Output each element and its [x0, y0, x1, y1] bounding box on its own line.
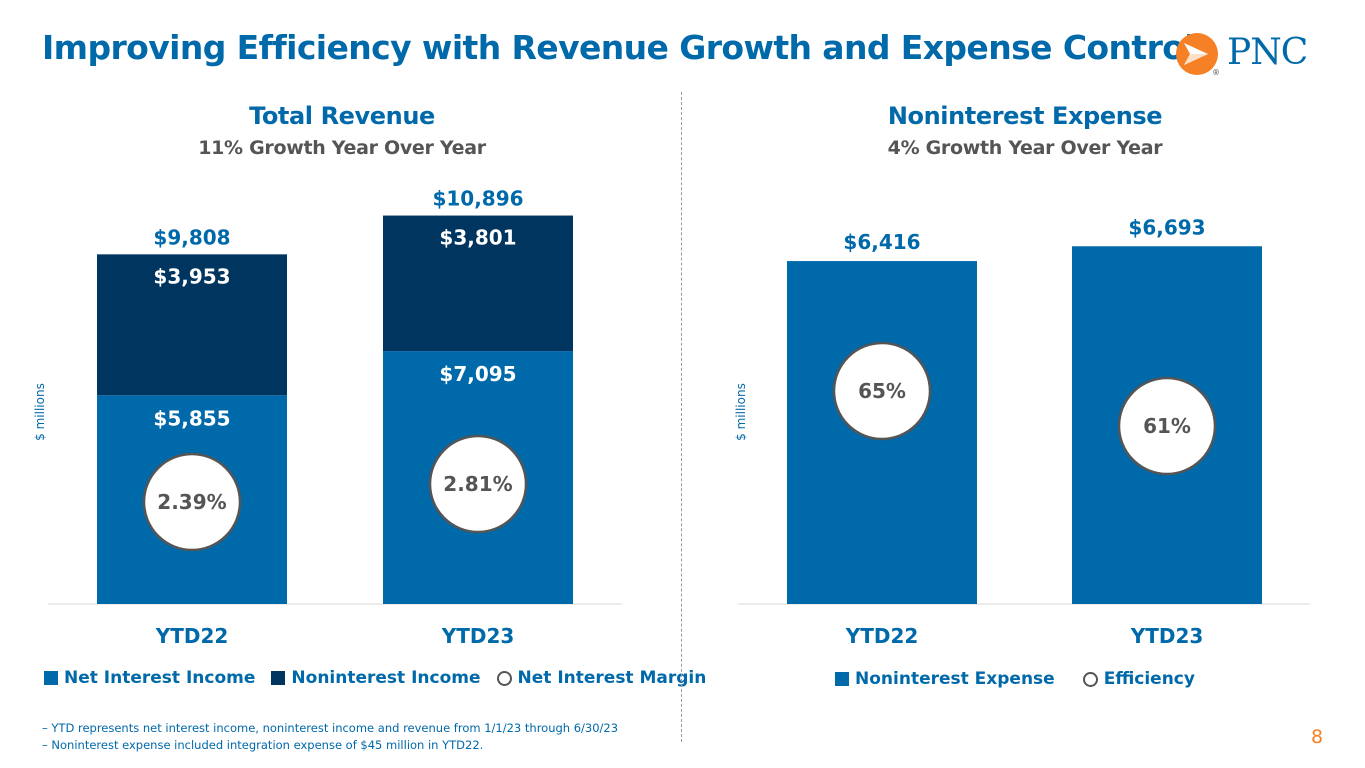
- pnc-logo: ® PNC: [1175, 30, 1330, 78]
- net-interest-income-label: $7,095: [439, 362, 516, 386]
- x-tick-label: YTD23: [1130, 624, 1204, 648]
- legend-label: Noninterest Expense: [855, 669, 1055, 689]
- net-interest-income-label: $5,855: [153, 406, 230, 430]
- y-axis-label: $ millions: [33, 383, 47, 441]
- legend-label: Efficiency: [1103, 669, 1195, 689]
- efficiency-label: 61%: [1143, 414, 1191, 438]
- legend-noninterest-expense: Noninterest Expense: [835, 669, 1055, 689]
- legend-label: Net Interest Margin: [517, 668, 707, 688]
- pnc-logo-icon: [1176, 33, 1218, 75]
- legend-net-interest-income: Net Interest Income: [44, 668, 255, 688]
- legend-circle-icon: [1082, 671, 1098, 687]
- legend-label: Net Interest Income: [64, 668, 256, 688]
- registered-mark: ®: [1212, 68, 1220, 77]
- bar-noninterest-income: [383, 215, 573, 352]
- legend-noninterest-income: Noninterest Income: [271, 668, 481, 688]
- legend-swatch-icon: [271, 671, 286, 685]
- value-label: $6,416: [843, 230, 920, 254]
- expense-chart-title: Noninterest Expense: [887, 102, 1163, 130]
- footnote: – YTD represents net interest income, no…: [42, 721, 619, 735]
- net-interest-margin-circle: [142, 452, 242, 552]
- total-label: $9,808: [153, 225, 230, 249]
- noninterest-income-label: $3,801: [439, 226, 516, 250]
- legend-swatch-icon: [44, 671, 58, 685]
- legend-efficiency: Efficiency: [1082, 669, 1195, 689]
- panel-divider: [681, 92, 682, 742]
- legend-circle-icon: [496, 670, 512, 686]
- net-interest-margin-label: 2.39%: [157, 490, 226, 514]
- x-tick-label: YTD23: [441, 624, 515, 648]
- value-label: $6,693: [1128, 215, 1205, 239]
- footnotes: – YTD represents net interest income, no…: [42, 720, 618, 754]
- efficiency-circle: [1117, 376, 1217, 476]
- revenue-chart: $ millions $9,808 $3,953 $5,855 2.39% YTD22 $1…: [33, 187, 622, 648]
- logo-text: PNC: [1227, 32, 1308, 73]
- revenue-legend: Net Interest Income Noninterest Income N…: [44, 668, 706, 688]
- net-interest-margin-circle: [428, 434, 528, 534]
- page-title: Improving Efficiency with Revenue Growth…: [42, 28, 1196, 67]
- x-tick-label: YTD22: [155, 624, 229, 648]
- expense-chart: $ millions $6,416 65% YTD22 $6,693 61% YTD23: [734, 215, 1310, 648]
- legend-net-interest-margin: Net Interest Margin: [496, 668, 707, 688]
- total-label: $10,896: [432, 187, 523, 211]
- revenue-chart-title: Total Revenue: [249, 102, 435, 130]
- revenue-chart-subtitle: 11% Growth Year Over Year: [198, 137, 486, 159]
- footnote: – Noninterest expense included integrati…: [42, 738, 484, 752]
- legend-swatch-icon: [835, 672, 849, 686]
- legend-label: Noninterest Income: [291, 668, 481, 688]
- expense-legend: Noninterest Expense Efficiency: [835, 669, 1195, 689]
- y-axis-label: $ millions: [734, 383, 748, 441]
- efficiency-circle: [832, 341, 932, 441]
- net-interest-margin-label: 2.81%: [443, 472, 512, 496]
- x-tick-label: YTD22: [845, 624, 919, 648]
- expense-chart-subtitle: 4% Growth Year Over Year: [887, 137, 1163, 159]
- noninterest-income-label: $3,953: [153, 264, 230, 288]
- bar-noninterest-income: [97, 254, 287, 396]
- page-number: 8: [1311, 726, 1324, 748]
- efficiency-label: 65%: [858, 379, 906, 403]
